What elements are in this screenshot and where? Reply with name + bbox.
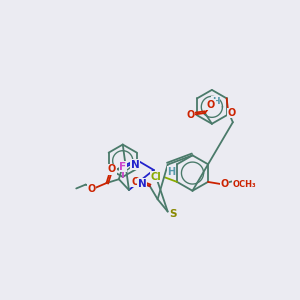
Text: H: H: [167, 167, 175, 176]
Text: F: F: [119, 162, 126, 172]
Text: O: O: [108, 164, 116, 174]
Text: O: O: [227, 108, 236, 118]
Text: N: N: [131, 160, 140, 170]
Text: H: H: [212, 97, 220, 106]
Text: O: O: [132, 176, 140, 187]
Text: O: O: [220, 179, 228, 189]
Text: S: S: [169, 209, 177, 219]
Text: Cl: Cl: [150, 172, 161, 182]
Text: O: O: [207, 100, 215, 110]
Text: O: O: [186, 110, 194, 119]
Text: OCH₃: OCH₃: [233, 181, 256, 190]
Text: N: N: [138, 179, 146, 189]
Text: O: O: [88, 184, 96, 194]
